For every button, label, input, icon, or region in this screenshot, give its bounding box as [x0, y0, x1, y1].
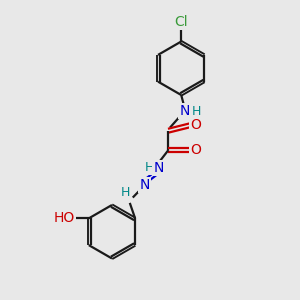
- Text: Cl: Cl: [174, 15, 188, 29]
- Text: H: H: [144, 161, 154, 174]
- Text: H: H: [191, 105, 201, 118]
- Text: N: N: [180, 104, 190, 118]
- Text: H: H: [121, 186, 130, 199]
- Text: HO: HO: [54, 211, 75, 225]
- Text: O: O: [190, 118, 201, 132]
- Text: O: O: [190, 143, 201, 157]
- Text: N: N: [153, 161, 164, 175]
- Text: N: N: [139, 178, 149, 192]
